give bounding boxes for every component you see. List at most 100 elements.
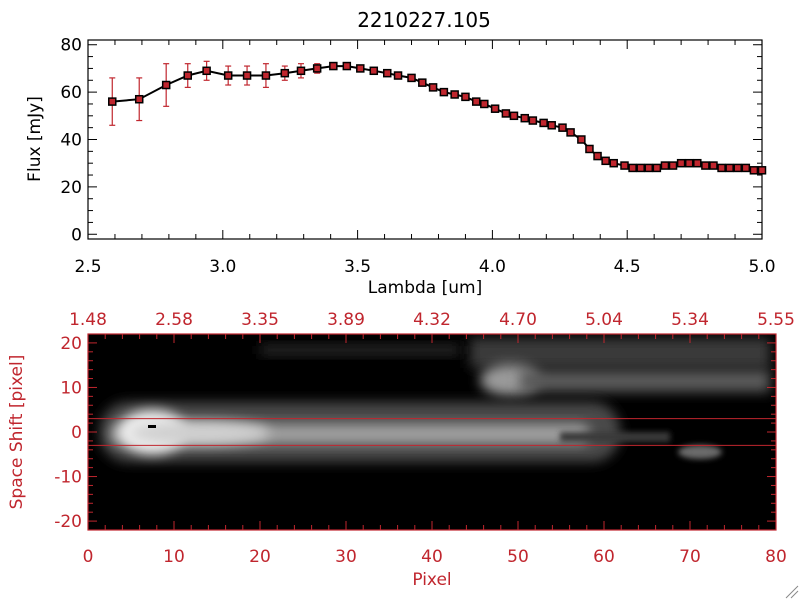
image-y-tick-label: -10 <box>54 468 82 488</box>
spectrum-point <box>585 144 594 154</box>
image-y-tick-label: -20 <box>54 512 82 532</box>
spectrum-point <box>528 116 538 125</box>
spectrum-point <box>644 163 654 173</box>
spectrum-ticks: 2.5 3.0 3.5 4.0 4.5 5.0 0 20 40 60 80 <box>60 36 775 277</box>
image-y-tick-label: 10 <box>60 378 82 398</box>
spectrum-point <box>601 156 610 166</box>
spectrum-y-tick-label: 80 <box>60 36 82 56</box>
image-top-wavelength-label: 5.04 <box>585 310 623 330</box>
spectrum-panel: 2210227.105 2.5 3.0 3.5 4.0 4.5 5.0020406080 … <box>25 8 776 298</box>
bad-pixel <box>148 425 156 428</box>
spectrum-point <box>428 83 438 92</box>
image-ticks: 0 1.48 10 2.58 20 3.35 30 3.89 40 4.32 50 4.70 60 5.0… <box>54 310 795 567</box>
image-top-wavelength-label: 3.35 <box>241 310 279 330</box>
image-x-tick-label: 80 <box>765 547 787 567</box>
spectrum-x-axis-label: Lambda [um] <box>368 278 482 298</box>
spectrum-x-tick-label: 3.0 <box>209 257 236 277</box>
image-x-tick-label: 60 <box>593 547 615 567</box>
spectrum-point <box>393 71 403 80</box>
resize-grip-icon[interactable] <box>785 585 799 599</box>
spectrum-point <box>329 61 338 71</box>
spectrum-point <box>558 123 567 132</box>
spectrum-y-tick-label: 40 <box>60 131 82 151</box>
spectrum-point <box>418 78 427 87</box>
spectrum-point <box>547 121 556 130</box>
image-panel: 0 1.48 10 2.58 20 3.35 30 3.89 40 4.32 50 4.70 60 5.0… <box>7 310 795 590</box>
main-trace-bright <box>130 421 270 445</box>
spectrum-point <box>668 161 678 170</box>
image-x-tick-label: 40 <box>421 547 443 567</box>
spectrum-point <box>183 71 193 80</box>
image-x-tick-label: 50 <box>507 547 529 567</box>
spectrum-point <box>609 158 618 168</box>
spectrum-point <box>701 161 710 170</box>
image-y-axis-label: Space Shift [pixel] <box>7 355 27 510</box>
spectrum-point <box>709 161 718 170</box>
faint-haze-top-right <box>470 338 770 368</box>
spectrum-point <box>342 61 352 71</box>
spectrum-point <box>577 135 586 144</box>
spectrum-point <box>725 163 734 173</box>
spectrum-point <box>480 99 489 109</box>
spectrum-point <box>566 128 575 137</box>
image-top-wavelength-label: 4.32 <box>413 310 451 330</box>
spectrum-x-tick-label: 5.0 <box>748 257 775 277</box>
image-top-wavelength-label: 5.34 <box>671 310 709 330</box>
spectrum-point <box>356 64 365 73</box>
spectrum-point <box>161 80 171 90</box>
spectrum-y-tick-label: 60 <box>60 83 82 103</box>
image-top-wavelength-label: 5.55 <box>757 310 795 330</box>
spectrum-point <box>461 92 470 102</box>
spectrum-point <box>280 68 290 78</box>
image-top-wavelength-label: 4.70 <box>499 310 537 330</box>
spectrum-point <box>242 71 252 80</box>
spectrum-point <box>108 97 117 106</box>
spectrum-point <box>520 113 530 123</box>
spectrum-point <box>636 163 645 173</box>
spectrum-x-tick-label: 3.5 <box>344 257 371 277</box>
spectrum-point <box>620 161 629 170</box>
spectrum-point <box>509 111 519 121</box>
spectrum-point <box>296 66 306 76</box>
faint-haze-top-mid <box>260 345 460 355</box>
spectrum-point <box>741 163 751 173</box>
spectrum-point <box>652 163 662 173</box>
image-top-wavelength-label: 1.48 <box>69 310 107 330</box>
spectrum-point <box>501 109 511 118</box>
spectrum-point <box>757 166 767 175</box>
image-x-tick-label: 30 <box>335 547 357 567</box>
spectrum-axes-frame <box>87 39 763 240</box>
spectrum-point <box>490 104 500 113</box>
spectrum-x-tick-label: 4.5 <box>614 257 641 277</box>
spectrum-point <box>539 118 548 128</box>
image-top-wavelength-label: 2.58 <box>155 310 193 330</box>
spectrum-point <box>693 158 702 168</box>
spectrum-point <box>439 87 449 97</box>
faint-blob <box>678 445 722 459</box>
spectrum-point <box>684 158 694 168</box>
image-y-tick-label: 20 <box>60 334 82 354</box>
spectrum-point <box>593 151 602 161</box>
main-trace-tail <box>560 432 670 442</box>
spectrum-x-tick-label: 2.5 <box>74 257 101 277</box>
spectrum-point <box>223 71 233 80</box>
spectrum-point <box>312 64 322 73</box>
spectrum-point <box>628 163 637 173</box>
spectrum-title: 2210227.105 <box>357 8 491 32</box>
spectrum-point <box>261 71 271 80</box>
image-y-tick-label: 0 <box>71 423 82 443</box>
spectrum-point <box>471 97 481 106</box>
spectrum-point <box>660 161 670 170</box>
spectrum-point <box>407 73 416 83</box>
image-x-tick-label: 10 <box>163 547 185 567</box>
spectrum-y-tick-label: 20 <box>60 178 82 198</box>
extraction-lines <box>88 418 776 446</box>
spectrum-point <box>134 94 144 104</box>
image-x-axis-label: Pixel <box>412 570 451 590</box>
spectrum-y-axis-label: Flux [mJy] <box>25 96 45 182</box>
spectrum-point <box>676 158 686 168</box>
image-x-tick-label: 20 <box>249 547 271 567</box>
spectrum-image <box>88 334 776 530</box>
secondary-trail <box>520 370 770 392</box>
